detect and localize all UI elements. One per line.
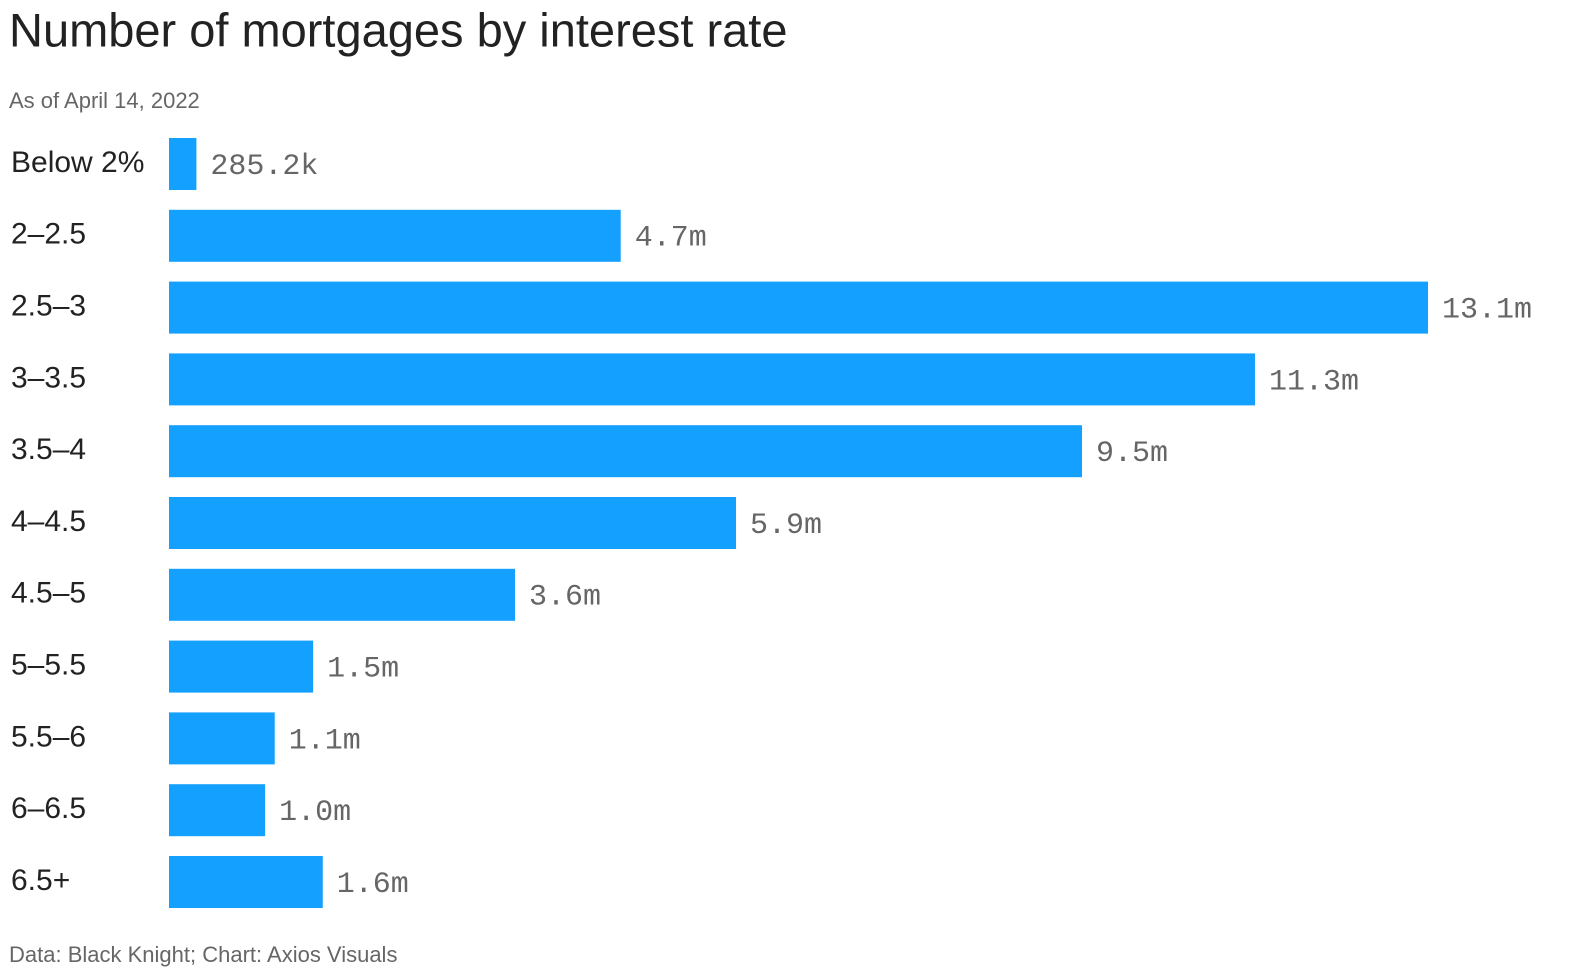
value-label: 5.9m	[750, 509, 822, 543]
category-label: Below 2%	[11, 146, 144, 179]
bar	[169, 712, 275, 765]
value-label: 1.5m	[327, 653, 399, 687]
category-label: 5.5–6	[11, 720, 86, 753]
chart-title: Number of mortgages by interest rate	[9, 3, 787, 56]
value-label: 4.7m	[635, 222, 707, 256]
value-label: 285.2k	[210, 150, 318, 184]
value-label: 1.1m	[289, 724, 361, 758]
value-label: 1.0m	[279, 796, 351, 830]
category-label: 2–2.5	[11, 218, 86, 251]
category-label: 6.5+	[11, 864, 70, 897]
category-label: 3–3.5	[11, 361, 86, 394]
category-label: 5–5.5	[11, 649, 86, 682]
value-label: 3.6m	[529, 581, 601, 615]
value-label: 9.5m	[1096, 437, 1168, 471]
value-label: 11.3m	[1269, 365, 1359, 399]
bar	[169, 784, 266, 837]
bar	[169, 640, 314, 693]
value-label: 13.1m	[1442, 294, 1532, 328]
category-label: 2.5–3	[11, 290, 86, 323]
bar	[169, 138, 197, 190]
category-label: 4–4.5	[11, 505, 86, 538]
bar	[169, 209, 621, 262]
value-label: 1.6m	[337, 868, 409, 902]
bar	[169, 568, 515, 621]
chart-subtitle: As of April 14, 2022	[9, 88, 200, 113]
bar	[169, 353, 1256, 406]
category-label: 6–6.5	[11, 792, 86, 825]
category-label: 4.5–5	[11, 577, 86, 610]
bar	[169, 856, 323, 908]
bar	[169, 425, 1083, 478]
bar	[169, 497, 737, 549]
category-label: 3.5–4	[11, 433, 86, 466]
footer: Data: Black Knight; Chart: Axios Visuals	[9, 942, 397, 967]
bar	[169, 281, 1428, 334]
